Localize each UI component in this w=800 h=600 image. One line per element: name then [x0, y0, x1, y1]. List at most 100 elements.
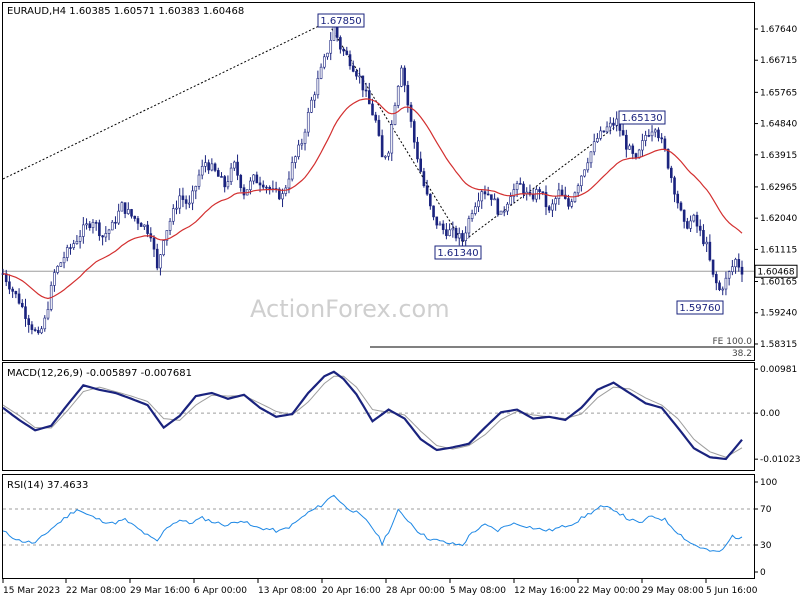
- candle-body: [14, 291, 18, 295]
- time-tick-label: 6 Apr 00:00: [194, 586, 247, 596]
- candle-body: [72, 243, 75, 248]
- candle-body: [692, 214, 696, 222]
- candle-body: [625, 134, 628, 150]
- candle-body: [496, 198, 500, 215]
- candle-body: [236, 161, 239, 176]
- candle-body: [393, 105, 397, 125]
- candle-body: [380, 135, 384, 158]
- time-tick-label: 5 Jun 16:00: [706, 586, 758, 596]
- time-axis: 15 Mar 2023 22 Mar 08:00 29 Mar 16:00 6 Apr…: [2, 579, 758, 596]
- candle-body: [425, 185, 429, 195]
- candle-body: [104, 233, 108, 238]
- candle-body: [56, 266, 59, 273]
- candle-body: [448, 229, 451, 236]
- candle-body: [711, 259, 715, 275]
- candle-body: [159, 254, 162, 269]
- candle-body: [467, 218, 471, 234]
- candle-body: [75, 241, 79, 244]
- price-panel-frame: [2, 2, 755, 361]
- candle-body: [477, 200, 480, 208]
- candle-body: [194, 186, 198, 192]
- candle-body: [85, 223, 88, 226]
- candle-body: [127, 209, 130, 214]
- watermark: ActionForex.com: [250, 295, 450, 323]
- candle-body: [46, 309, 50, 319]
- candle-body: [290, 162, 294, 180]
- candle-body: [731, 266, 734, 272]
- candle-body: [554, 198, 557, 205]
- candle-body: [88, 223, 92, 229]
- candle-body: [162, 240, 165, 256]
- candle-body: [679, 202, 683, 211]
- candle-body: [233, 161, 236, 169]
- candle-body: [708, 241, 712, 261]
- candle-body: [184, 199, 188, 204]
- candle-body: [586, 162, 590, 171]
- candle-body: [714, 274, 718, 284]
- candle-body: [310, 99, 313, 113]
- candle-body: [53, 272, 56, 286]
- candle-body: [686, 221, 689, 229]
- candle-body: [605, 126, 609, 133]
- candle-body: [727, 271, 731, 279]
- candle-body: [258, 182, 262, 186]
- candle-body: [59, 262, 63, 267]
- candle-body: [364, 89, 368, 92]
- candle-body: [663, 138, 667, 150]
- candle-body: [737, 259, 741, 268]
- candle-body: [438, 223, 442, 226]
- macd-line: [2, 370, 743, 461]
- candle-body: [171, 208, 175, 222]
- rsi-tick-label: 0: [760, 568, 766, 578]
- candle-body: [676, 193, 680, 204]
- candle-body: [698, 225, 702, 231]
- candle-body: [580, 175, 583, 187]
- moving-average-series: [2, 98, 743, 300]
- chart-header: EURAUD,H4 1.60385 1.60571 1.60383 1.6046…: [7, 6, 244, 17]
- candle-body: [734, 259, 737, 268]
- candle-body: [130, 209, 133, 217]
- candle-body: [615, 118, 618, 126]
- candle-body: [474, 206, 477, 214]
- candle-body: [43, 317, 47, 330]
- candle-body: [114, 221, 117, 224]
- macd-signal-line: [2, 375, 743, 458]
- current-price-tag: [754, 264, 798, 278]
- candle-body: [515, 183, 519, 190]
- candle-body: [303, 131, 307, 144]
- candle-body: [210, 163, 214, 171]
- candle-body: [596, 138, 599, 143]
- candle-body: [454, 227, 458, 239]
- candle-body: [197, 174, 201, 187]
- candle-body: [200, 165, 204, 176]
- candle-body: [518, 183, 522, 185]
- candle-body: [168, 220, 172, 231]
- price-tick-label: 1.58315: [760, 340, 797, 350]
- candle-body: [422, 171, 426, 187]
- rsi-axis: 100 70 30 0: [3, 478, 777, 578]
- price-annotation-label: 1.65130: [621, 113, 662, 124]
- candle-body: [229, 167, 233, 182]
- time-tick-label: 5 May 08:00: [450, 586, 506, 596]
- candle-body: [351, 65, 355, 72]
- candle-body: [647, 135, 651, 137]
- candle-body: [278, 188, 281, 200]
- candle-body: [371, 103, 374, 116]
- candle-body: [152, 237, 156, 250]
- candle-body: [261, 184, 265, 188]
- candle-body: [740, 266, 744, 275]
- rsi-tick-label: 30: [760, 541, 772, 551]
- candle-body: [101, 235, 104, 238]
- candle-body: [589, 151, 593, 164]
- candle-body: [98, 222, 101, 237]
- price-annotation-box: [676, 300, 724, 315]
- price-annotation-box: [317, 13, 365, 28]
- candle-body: [644, 135, 647, 141]
- rsi-tick-label: 70: [760, 505, 772, 515]
- time-tick-label: 29 Mar 16:00: [130, 586, 190, 596]
- candle-body: [724, 277, 728, 290]
- candle-body: [17, 293, 21, 304]
- candle-body: [457, 233, 461, 239]
- candle-body: [377, 119, 381, 136]
- candle-body: [339, 37, 342, 50]
